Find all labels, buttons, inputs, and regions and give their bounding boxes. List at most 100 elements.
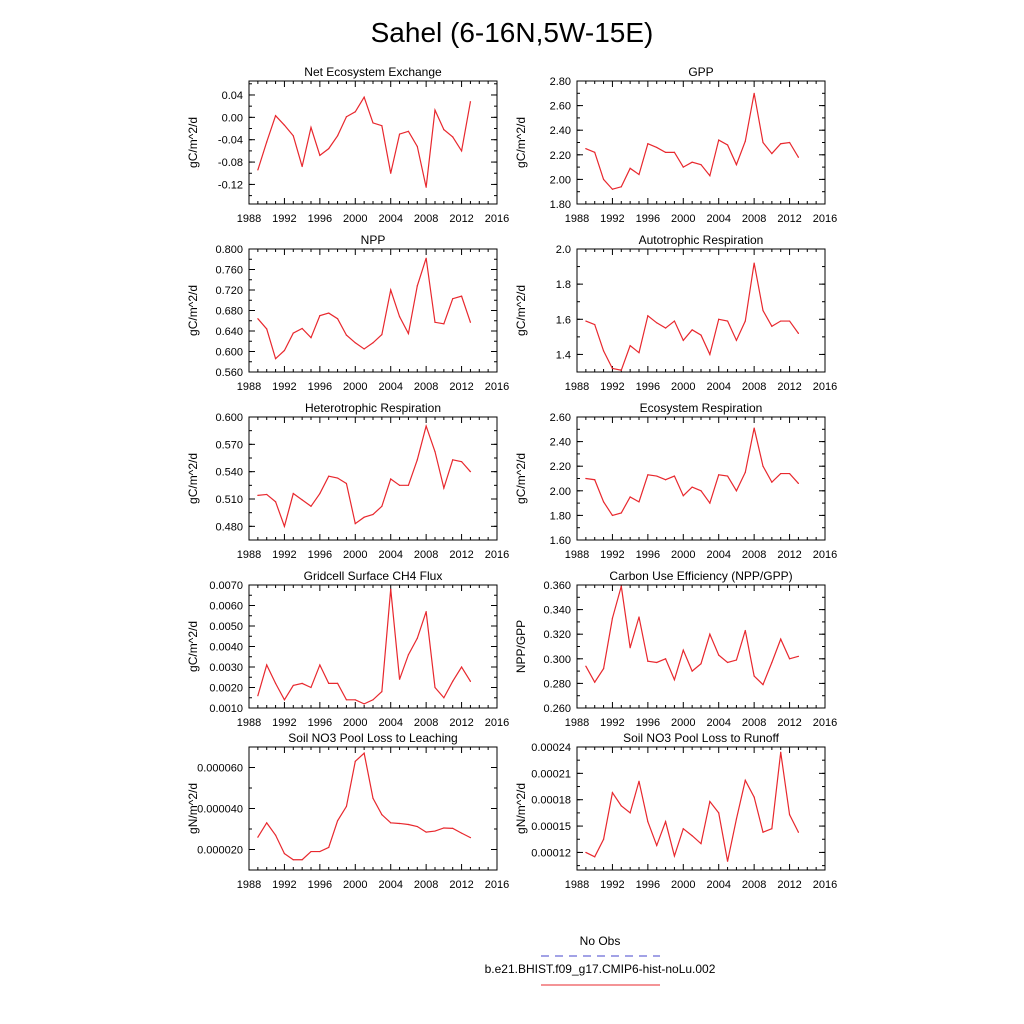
- x-tick-label: 2008: [742, 549, 766, 561]
- data-point: [416, 825, 418, 828]
- data-point: [656, 844, 658, 847]
- data-point: [673, 475, 676, 477]
- data-point: [345, 699, 348, 701]
- data-point: [718, 654, 720, 656]
- data-point: [656, 322, 658, 324]
- x-tick-label: 2004: [706, 717, 730, 729]
- y-axis-label: gC/m^2/d: [186, 453, 200, 504]
- data-point: [726, 475, 729, 477]
- data-point: [620, 186, 622, 188]
- data-point: [788, 141, 791, 144]
- y-tick-label: 0.340: [543, 605, 571, 617]
- data-point: [257, 695, 259, 697]
- x-tick-label: 2004: [706, 213, 730, 225]
- data-point: [434, 451, 436, 453]
- data-point: [753, 262, 755, 264]
- x-tick-label: 1988: [565, 717, 589, 729]
- data-point: [753, 92, 755, 94]
- data-point: [611, 367, 614, 370]
- x-tick-label: 2012: [777, 381, 801, 393]
- data-point: [336, 682, 339, 685]
- y-tick-label: 2.60: [550, 412, 571, 424]
- x-tick-label: 2008: [414, 879, 438, 891]
- data-point: [682, 339, 684, 341]
- data-point: [363, 96, 365, 98]
- data-point: [718, 139, 720, 141]
- data-point: [328, 846, 330, 849]
- x-tick-label: 2012: [449, 381, 473, 393]
- data-point: [780, 320, 782, 322]
- data-point: [797, 831, 800, 833]
- data-point: [407, 130, 410, 132]
- x-tick-label: 2016: [485, 879, 509, 891]
- x-tick-label: 2012: [777, 213, 801, 225]
- x-tick-label: 2008: [414, 213, 438, 225]
- data-point: [585, 851, 587, 854]
- x-tick-label: 1992: [600, 717, 624, 729]
- data-point: [656, 475, 658, 477]
- x-tick-label: 2008: [742, 717, 766, 729]
- data-point: [372, 699, 374, 701]
- data-point: [629, 345, 631, 347]
- data-point: [460, 150, 463, 152]
- data-point: [301, 499, 303, 501]
- data-point: [780, 472, 782, 475]
- data-point: [398, 822, 401, 825]
- data-point: [594, 151, 596, 153]
- y-tick-label: 0.540: [215, 467, 243, 479]
- x-tick-label: 2008: [414, 717, 438, 729]
- data-point: [283, 853, 286, 855]
- x-tick-label: 2016: [813, 213, 837, 225]
- y-axis-label: gC/m^2/d: [186, 285, 200, 336]
- x-tick-label: 2004: [378, 381, 402, 393]
- y-tick-label: 0.0060: [209, 601, 243, 613]
- data-point: [638, 173, 640, 176]
- y-tick-label: 0.260: [543, 703, 571, 715]
- data-point: [292, 684, 294, 687]
- data-point: [788, 320, 791, 322]
- data-point: [372, 122, 374, 124]
- data-point: [691, 161, 693, 163]
- data-point: [363, 752, 365, 754]
- data-point: [443, 487, 445, 489]
- y-tick-label: 0.560: [215, 367, 243, 379]
- data-point: [452, 136, 454, 138]
- y-tick-label: 0.600: [215, 412, 243, 424]
- x-tick-label: 1992: [272, 879, 296, 891]
- data-point: [771, 481, 773, 483]
- x-tick-label: 1992: [272, 213, 296, 225]
- x-tick-label: 2016: [813, 381, 837, 393]
- data-point: [594, 856, 596, 858]
- data-point: [771, 661, 773, 664]
- data-point: [780, 638, 782, 640]
- y-tick-label: 0.360: [543, 580, 571, 592]
- data-point: [726, 661, 729, 664]
- data-point: [319, 664, 321, 666]
- data-point: [735, 659, 738, 661]
- x-tick-label: 1988: [237, 717, 261, 729]
- data-point: [709, 633, 711, 635]
- data-point: [274, 358, 277, 360]
- data-point: [469, 101, 472, 103]
- panel-title: Ecosystem Respiration: [640, 401, 763, 415]
- x-tick-label: 2004: [378, 549, 402, 561]
- x-tick-label: 2016: [485, 381, 509, 393]
- y-tick-label: -0.12: [218, 179, 243, 191]
- data-point: [673, 320, 676, 322]
- chart-panel-10: Soil NO3 Pool Loss to Runoff gN/m^2/d 1988…: [514, 731, 837, 891]
- y-tick-label: 2.60: [550, 101, 571, 113]
- data-point: [363, 348, 365, 350]
- data-point: [664, 821, 667, 823]
- x-tick-label: 1992: [600, 381, 624, 393]
- x-tick-label: 1992: [272, 717, 296, 729]
- x-tick-label: 2012: [449, 879, 473, 891]
- data-point: [292, 332, 294, 334]
- data-point: [407, 823, 410, 826]
- data-point: [310, 850, 312, 853]
- data-point: [602, 178, 605, 180]
- x-tick-label: 1996: [308, 879, 332, 891]
- data-point: [469, 837, 472, 839]
- y-axis-label: gC/m^2/d: [186, 621, 200, 672]
- data-point: [709, 175, 711, 177]
- data-point: [620, 805, 622, 807]
